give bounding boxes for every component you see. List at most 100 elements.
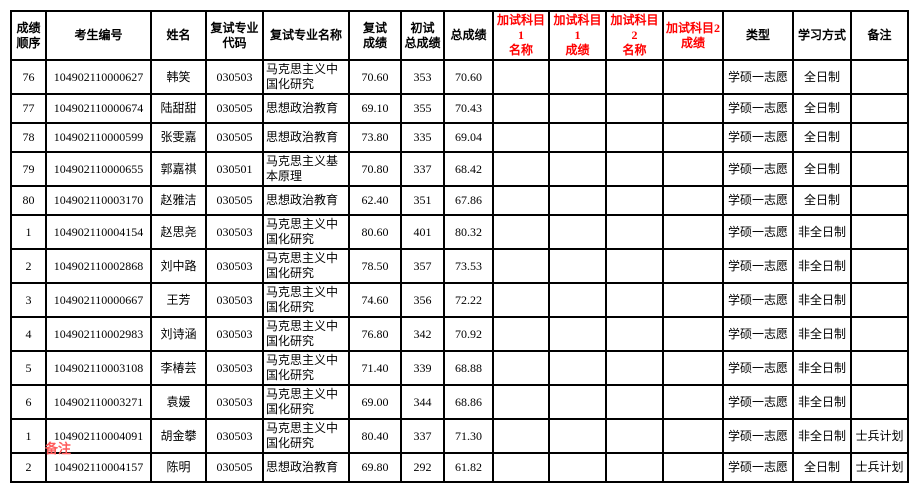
cell-extra1_score (548, 151, 607, 187)
cell-remark (850, 151, 909, 187)
cell-major_code: 030505 (205, 122, 264, 153)
cell-extra1_score (548, 59, 607, 95)
cell-initial_total: 356 (400, 282, 445, 318)
cell-candidate_id: 104902110004154 (45, 214, 152, 250)
table-row: 79 104902110000655 郭嘉祺 030501 马克思主义基本原理 70.80… (10, 151, 909, 187)
cell-initial_total: 351 (400, 185, 445, 216)
column-header-major_code: 复试专业 代码 (205, 10, 264, 61)
cell-extra1_name (492, 350, 550, 386)
cell-extra2_score (662, 151, 724, 187)
cell-order: 3 (10, 282, 47, 318)
cell-candidate_id: 104902110004091 (45, 418, 152, 454)
cell-extra1_score (548, 185, 607, 216)
cell-extra2_score (662, 282, 724, 318)
cell-extra2_score (662, 350, 724, 386)
cell-study_mode: 非全日制 (792, 248, 852, 284)
cell-total_score: 69.04 (443, 122, 494, 153)
cell-order: 79 (10, 151, 47, 187)
cell-type: 学硕一志愿 (722, 214, 794, 250)
cell-remark (850, 93, 909, 124)
cell-retest_score: 80.40 (348, 418, 402, 454)
cell-extra1_score (548, 384, 607, 420)
cell-name: 陆甜甜 (150, 93, 207, 124)
cell-extra2_score (662, 93, 724, 124)
cell-order: 77 (10, 93, 47, 124)
cell-type: 学硕一志愿 (722, 316, 794, 352)
cell-major_code: 030503 (205, 214, 264, 250)
cell-total_score: 67.86 (443, 185, 494, 216)
cell-study_mode: 非全日制 (792, 316, 852, 352)
cell-extra1_score (548, 248, 607, 284)
cell-extra1_score (548, 93, 607, 124)
cell-order: 1 (10, 418, 47, 454)
cell-type: 学硕一志愿 (722, 350, 794, 386)
cell-total_score: 80.32 (443, 214, 494, 250)
cell-remark (850, 214, 909, 250)
cell-major_code: 030505 (205, 452, 264, 483)
cell-total_score: 70.60 (443, 59, 494, 95)
cell-order: 78 (10, 122, 47, 153)
cell-major_name: 马克思主义中国化研究 (262, 350, 350, 386)
cell-total_score: 71.30 (443, 418, 494, 454)
cell-study_mode: 全日制 (792, 452, 852, 483)
column-header-order: 成绩 顺序 (10, 10, 47, 61)
cell-extra2_name (605, 151, 664, 187)
cell-initial_total: 339 (400, 350, 445, 386)
table-row: 77 104902110000674 陆甜甜 030505 思想政治教育 69.10 355… (10, 93, 909, 124)
cell-total_score: 70.92 (443, 316, 494, 352)
cell-extra1_score (548, 316, 607, 352)
cell-retest_score: 76.80 (348, 316, 402, 352)
column-header-extra2_name: 加试科目2 名称 (605, 10, 664, 61)
cell-type: 学硕一志愿 (722, 59, 794, 95)
cell-extra2_score (662, 384, 724, 420)
cell-major_name: 马克思主义中国化研究 (262, 282, 350, 318)
column-header-name: 姓名 (150, 10, 207, 61)
cell-study_mode: 非全日制 (792, 214, 852, 250)
cell-extra2_name (605, 418, 664, 454)
table-row: 1 104902110004091 胡金攀 030503 马克思主义中国化研究 80.40… (10, 418, 909, 454)
cell-order: 4 (10, 316, 47, 352)
cell-extra1_name (492, 151, 550, 187)
cell-extra2_score (662, 185, 724, 216)
cell-extra2_name (605, 122, 664, 153)
cell-type: 学硕一志愿 (722, 384, 794, 420)
cell-candidate_id: 104902110000655 (45, 151, 152, 187)
cell-order: 76 (10, 59, 47, 95)
table-row: 3 104902110000667 王芳 030503 马克思主义中国化研究 74.60 3… (10, 282, 909, 318)
cell-name: 郭嘉祺 (150, 151, 207, 187)
cell-type: 学硕一志愿 (722, 151, 794, 187)
cell-extra1_score (548, 122, 607, 153)
column-header-retest_score: 复试 成绩 (348, 10, 402, 61)
column-header-extra1_name: 加试科目1 名称 (492, 10, 550, 61)
cell-extra1_name (492, 282, 550, 318)
cell-remark (850, 316, 909, 352)
cell-retest_score: 70.80 (348, 151, 402, 187)
cell-retest_score: 70.60 (348, 59, 402, 95)
cell-extra1_score (548, 452, 607, 483)
cell-study_mode: 非全日制 (792, 418, 852, 454)
cell-type: 学硕一志愿 (722, 185, 794, 216)
column-header-study_mode: 学习方式 (792, 10, 852, 61)
cell-total_score: 72.22 (443, 282, 494, 318)
cell-extra1_name (492, 316, 550, 352)
cell-major_name: 马克思主义中国化研究 (262, 59, 350, 95)
cell-order: 5 (10, 350, 47, 386)
cell-major_code: 030503 (205, 282, 264, 318)
cell-extra2_score (662, 418, 724, 454)
column-header-total_score: 总成绩 (443, 10, 494, 61)
cell-major_code: 030505 (205, 185, 264, 216)
cell-extra1_name (492, 452, 550, 483)
table-row: 1 104902110004154 赵思尧 030503 马克思主义中国化研究 80.60… (10, 214, 909, 250)
cell-total_score: 73.53 (443, 248, 494, 284)
cell-extra2_score (662, 316, 724, 352)
cell-study_mode: 非全日制 (792, 384, 852, 420)
cell-initial_total: 355 (400, 93, 445, 124)
cell-candidate_id: 104902110003170 (45, 185, 152, 216)
cell-remark (850, 122, 909, 153)
cell-retest_score: 80.60 (348, 214, 402, 250)
column-header-major_name: 复试专业名称 (262, 10, 350, 61)
cell-type: 学硕一志愿 (722, 282, 794, 318)
cell-major_code: 030503 (205, 350, 264, 386)
cell-initial_total: 337 (400, 418, 445, 454)
cell-study_mode: 全日制 (792, 185, 852, 216)
